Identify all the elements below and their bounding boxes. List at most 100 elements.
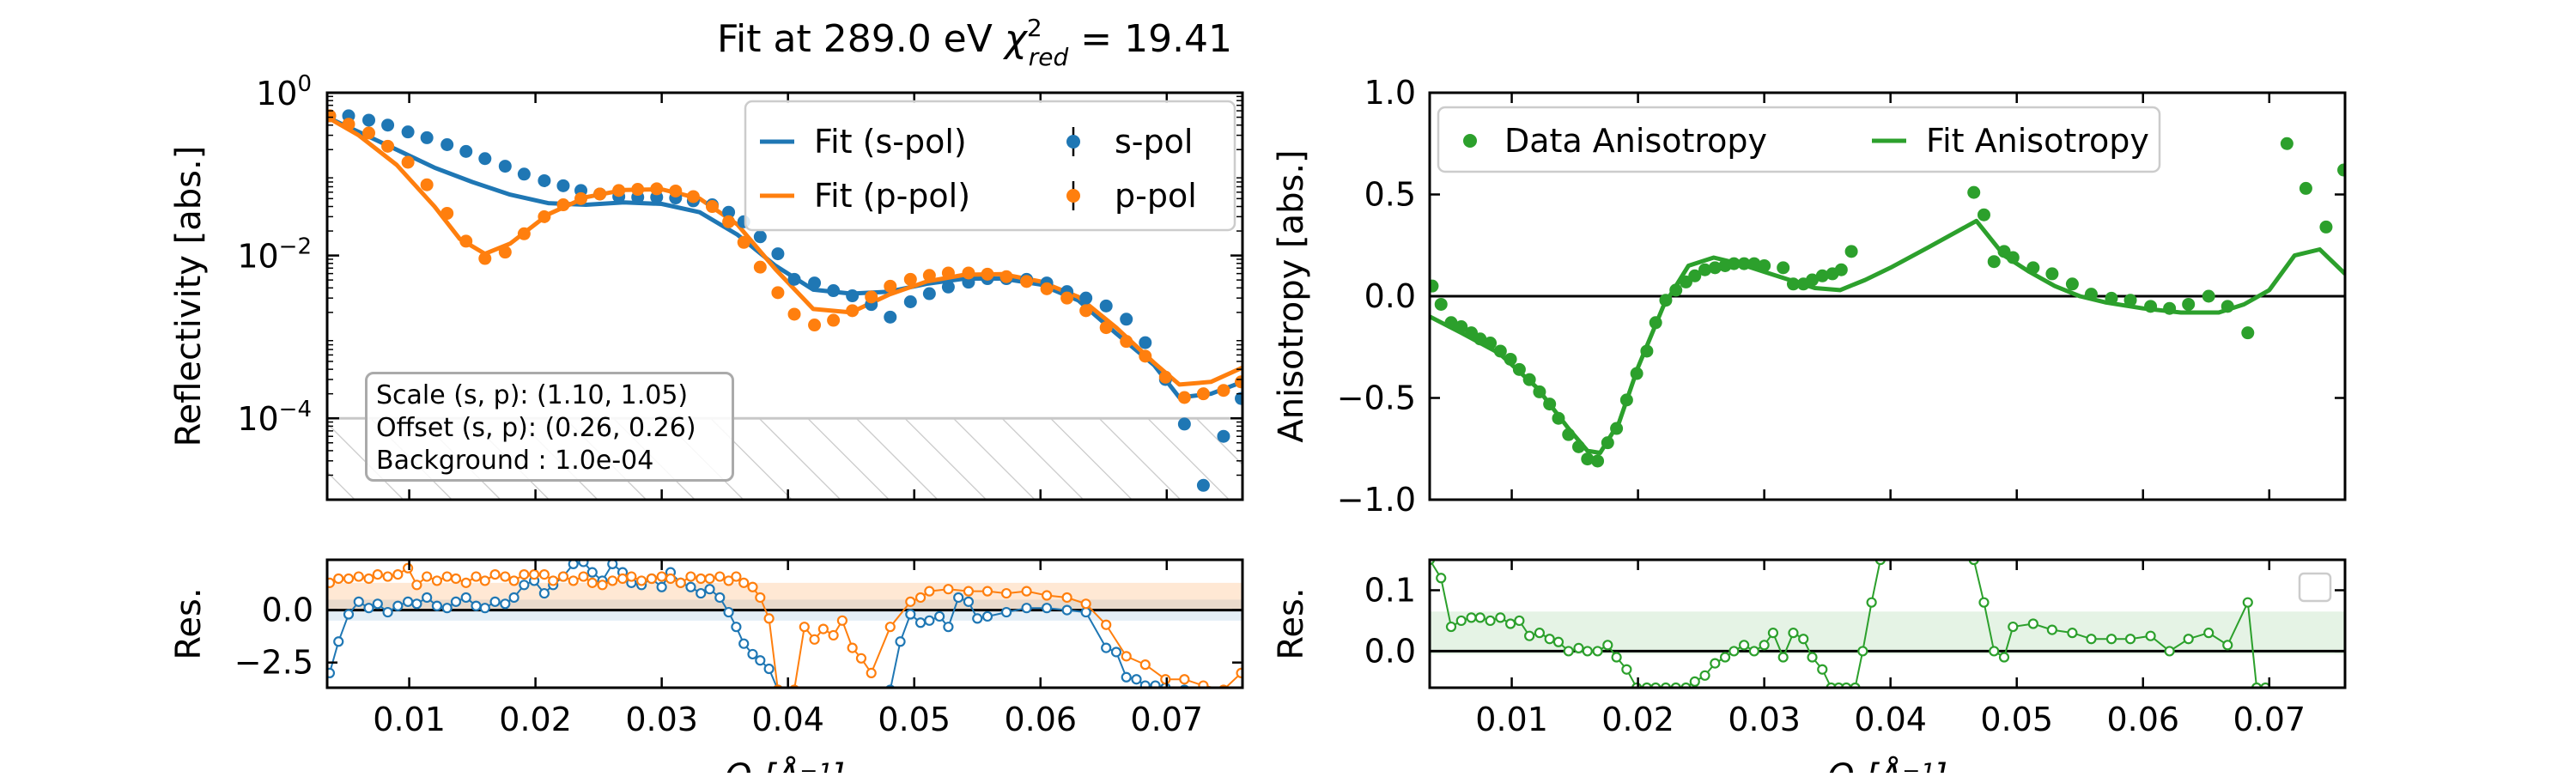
- data-point-p-pol: [1177, 391, 1191, 404]
- p-pol-residual-point: [704, 573, 715, 585]
- data-anisotropy-point: [1737, 257, 1751, 270]
- anisotropy-residual-point: [2183, 634, 2194, 645]
- anisotropy-residual-point: [1524, 630, 1535, 641]
- data-anisotropy-point: [1806, 273, 1820, 287]
- s-pol-residual-point: [723, 606, 734, 618]
- data-anisotropy-point: [1669, 283, 1683, 297]
- data-anisotropy-point: [1698, 263, 1712, 276]
- data-point-p-pol: [999, 270, 1013, 283]
- data-point-p-pol: [884, 279, 897, 293]
- anisotropy-residual-point: [2222, 640, 2233, 651]
- data-point-p-pol: [362, 126, 376, 140]
- s-pol-residual-point: [1041, 603, 1053, 614]
- data-point-p-pol: [787, 307, 801, 321]
- anisotropy-residual-point: [1474, 612, 1485, 623]
- data-point-p-pol: [753, 260, 767, 274]
- reflectivity-ytick-label: 10−4: [237, 397, 312, 438]
- data-point-p-pol: [342, 118, 355, 131]
- s-pol-residual-point: [586, 567, 598, 578]
- fit-background-text: Background : 1.0e-04: [376, 446, 654, 476]
- s-pol-residual-point: [343, 609, 355, 620]
- s-pol-residual-point: [508, 592, 519, 604]
- reflectivity-residual-xtick-label: 0.06: [1004, 701, 1077, 738]
- data-point-s-pol: [517, 167, 531, 181]
- data-point-p-pol: [1099, 321, 1113, 335]
- p-pol-residual-point: [914, 592, 927, 604]
- s-pol-residual-point: [953, 592, 964, 604]
- s-pol-residual-point: [685, 581, 696, 592]
- anisotropy-residual-point: [1739, 640, 1750, 651]
- p-pol-residual-point: [353, 571, 364, 582]
- reflectivity-residual-ylabel: Res.: [169, 587, 209, 659]
- anisotropy-residual-point: [1485, 615, 1496, 627]
- data-point-p-pol: [1120, 335, 1133, 349]
- data-point-p-pol: [981, 267, 994, 281]
- data-point-p-pol: [737, 235, 750, 249]
- data-point-p-pol: [1060, 291, 1074, 305]
- data-point-s-pol: [478, 152, 492, 166]
- s-pol-residual-point: [704, 584, 715, 595]
- data-point-s-pol: [381, 118, 395, 132]
- data-anisotropy-point: [2123, 294, 2137, 307]
- s-pol-residual-point: [963, 596, 975, 607]
- data-anisotropy-point: [1572, 440, 1586, 453]
- s-pol-residual-point: [755, 655, 766, 666]
- p-pol-residual-point: [905, 596, 916, 607]
- reflectivity-residual-xtick-label: 0.02: [499, 701, 572, 738]
- anisotropy-residual-point: [1495, 612, 1506, 623]
- data-point-p-pol: [669, 184, 683, 197]
- reflectivity-ytick-label: 10−2: [237, 234, 312, 276]
- anisotropy-residual-point: [1998, 652, 2010, 663]
- anisotropy-residual-point: [1621, 664, 1632, 675]
- p-pol-residual-point: [1121, 651, 1132, 662]
- anisotropy-residual-panel: 0.01 0.02 0.03 0.04 0.05 0.06 0.07 0.1 0.0 Res.: [1272, 558, 2347, 738]
- s-pol-residual-point: [905, 609, 916, 620]
- s-pol-residual-point: [656, 581, 667, 592]
- p-pol-residual-point: [422, 571, 433, 582]
- p-pol-residual-point: [981, 586, 993, 597]
- data-anisotropy-point: [1533, 385, 1546, 398]
- reflectivity-residual-xtick-label: 0.05: [878, 701, 951, 738]
- anisotropy-residual-point: [1759, 640, 1770, 651]
- reflectivity-residual-frame: [325, 558, 1244, 689]
- anisotropy-residual-point: [2086, 634, 2097, 645]
- p-pol-residual-point: [646, 573, 657, 585]
- s-pol-residual-point: [1139, 680, 1151, 688]
- s-pol-residual-point: [327, 667, 336, 679]
- p-pol-residual-point: [855, 653, 867, 664]
- s-pol-residual-point: [372, 598, 383, 610]
- data-point-s-pol: [1139, 336, 1152, 349]
- data-point-s-pol: [1079, 291, 1093, 305]
- data-point-p-pol: [808, 319, 822, 332]
- reflectivity-residual-ytick-label: 0.0: [262, 592, 313, 629]
- anisotropy-residual-ytick-label: 0.1: [1364, 571, 1416, 609]
- anisotropy-residual-plot-area: [1430, 560, 2345, 688]
- p-pol-residual-point: [382, 571, 393, 582]
- data-anisotropy-point: [2144, 300, 2158, 313]
- p-pol-residual-point: [799, 622, 810, 633]
- anisotropy-residual-point: [1445, 621, 1457, 633]
- data-anisotropy-point: [1444, 316, 1458, 330]
- anisotropy-residual-point: [1436, 573, 1447, 584]
- anisotropy-residual-point: [1710, 658, 1721, 669]
- data-anisotropy-point: [2006, 251, 2020, 264]
- p-pol-residual-point: [809, 634, 820, 645]
- anisotropy-residual-point: [1719, 652, 1731, 663]
- p-pol-residual-point: [866, 667, 877, 679]
- data-point-p-pol: [420, 178, 434, 191]
- data-point-p-pol: [827, 313, 841, 327]
- data-point-p-pol: [381, 139, 395, 153]
- s-pol-residual-point: [747, 648, 758, 660]
- s-pol-residual-point: [392, 600, 404, 611]
- anisotropy-residual-point: [1978, 597, 1990, 608]
- data-anisotropy-point: [1455, 320, 1468, 334]
- p-pol-residual-point: [1179, 674, 1190, 685]
- s-pol-residual-point: [353, 596, 364, 607]
- anisotropy-residual-point: [1817, 664, 1828, 675]
- data-point-p-pol: [771, 286, 785, 300]
- data-point-s-pol: [753, 230, 767, 244]
- anisotropy-residual-point: [1777, 652, 1789, 663]
- data-anisotropy-point: [1543, 398, 1557, 411]
- p-pol-residual-point: [597, 580, 608, 591]
- data-point-p-pol: [962, 266, 975, 280]
